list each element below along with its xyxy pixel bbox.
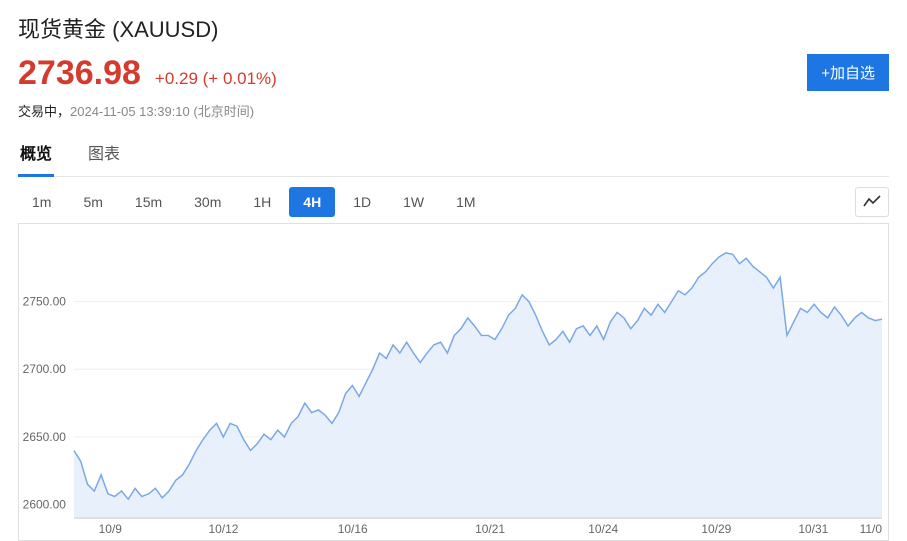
- svg-text:10/24: 10/24: [588, 522, 618, 536]
- view-tabs: 概览图表: [18, 134, 889, 177]
- instrument-title: 现货黄金 (XAUUSD): [18, 12, 889, 44]
- svg-text:10/29: 10/29: [701, 522, 731, 536]
- status-label: 交易中，: [18, 104, 70, 119]
- timeframe-1m[interactable]: 1m: [18, 187, 65, 217]
- svg-text:10/31: 10/31: [798, 522, 828, 536]
- timestamp: 2024-11-05 13:39:10 (北京时间): [70, 104, 254, 119]
- svg-text:11/0: 11/0: [860, 522, 883, 536]
- last-price: 2736.98: [18, 54, 141, 93]
- timeframe-1M[interactable]: 1M: [442, 187, 489, 217]
- timeframe-1H[interactable]: 1H: [239, 187, 285, 217]
- svg-text:10/12: 10/12: [208, 522, 238, 536]
- svg-text:10/21: 10/21: [475, 522, 505, 536]
- timeframe-15m[interactable]: 15m: [121, 187, 176, 217]
- timeframe-1W[interactable]: 1W: [389, 187, 438, 217]
- timeframe-row: 1m5m15m30m1H4H1D1W1M: [18, 187, 889, 217]
- status-row: 交易中，2024-11-05 13:39:10 (北京时间): [18, 101, 889, 120]
- chart-type-button[interactable]: [855, 187, 889, 217]
- svg-text:2700.00: 2700.00: [23, 362, 67, 376]
- price-change: +0.29 (+ 0.01%): [155, 69, 277, 89]
- svg-text:2650.00: 2650.00: [23, 430, 67, 444]
- timeframe-1D[interactable]: 1D: [339, 187, 385, 217]
- tab-1[interactable]: 图表: [86, 134, 122, 176]
- tab-0[interactable]: 概览: [18, 134, 54, 177]
- svg-text:2750.00: 2750.00: [23, 295, 67, 309]
- svg-text:2600.00: 2600.00: [23, 498, 67, 512]
- price-chart[interactable]: 2600.00 2650.00 2700.00 2750.00 10/9 10/12 10/…: [18, 223, 889, 541]
- timeframe-5m[interactable]: 5m: [69, 187, 116, 217]
- timeframe-4H[interactable]: 4H: [289, 187, 335, 217]
- line-chart-icon: [863, 195, 881, 209]
- add-favorite-button[interactable]: +加自选: [807, 54, 889, 91]
- svg-text:10/16: 10/16: [338, 522, 368, 536]
- timeframe-30m[interactable]: 30m: [180, 187, 235, 217]
- svg-text:10/9: 10/9: [99, 522, 123, 536]
